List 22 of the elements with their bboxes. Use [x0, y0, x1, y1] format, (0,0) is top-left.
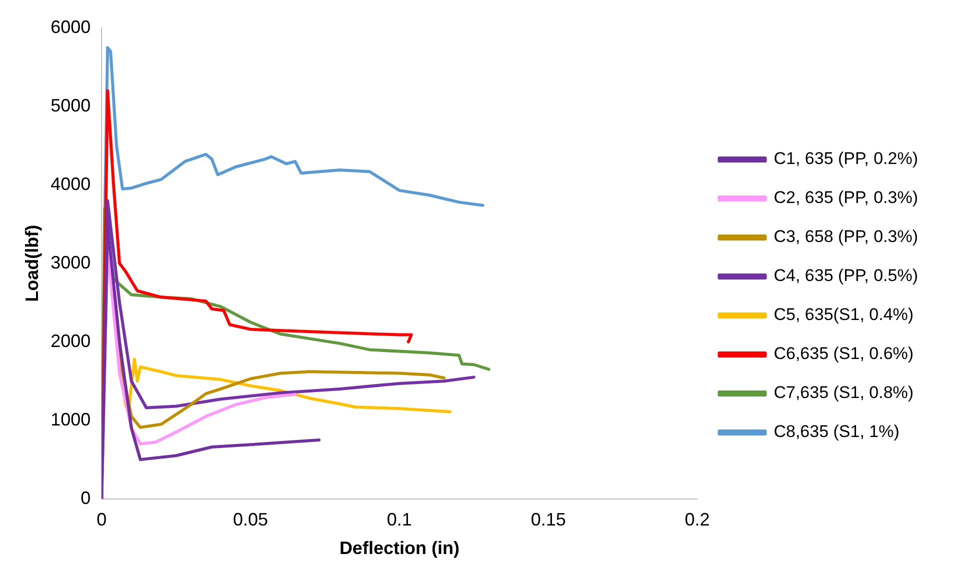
- legend-label: C5, 635(S1, 0.4%): [774, 305, 914, 324]
- x-tick-label: 0.15: [530, 510, 566, 530]
- y-tick-label: 1000: [50, 409, 91, 430]
- legend-label: C1, 635 (PP, 0.2%): [774, 149, 918, 168]
- legend-label: C4, 635 (PP, 0.5%): [774, 266, 918, 286]
- y-tick-label: 2000: [50, 330, 91, 351]
- y-tick-label: 4000: [50, 174, 91, 194]
- y-tick-label: 5000: [50, 95, 91, 116]
- legend-label: C2, 635 (PP, 0.3%): [774, 188, 918, 208]
- x-tick-label: 0: [96, 510, 107, 530]
- x-tick-label: 0.1: [386, 510, 412, 530]
- legend-label: C3, 658 (PP, 0.3%): [774, 227, 918, 246]
- y-tick-label: 6000: [50, 16, 91, 37]
- x-tick-label: 0.2: [684, 510, 710, 530]
- y-tick-label: 3000: [50, 252, 91, 272]
- x-axis-title: Deflection (in): [339, 538, 460, 558]
- legend-label: C8,635 (S1, 1%): [774, 422, 900, 442]
- legend-label: C6,635 (S1, 0.6%): [774, 344, 914, 364]
- y-tick-label: 0: [80, 488, 91, 508]
- legend-label: C7,635 (S1, 0.8%): [774, 383, 914, 402]
- x-tick-label: 0.05: [233, 510, 268, 530]
- y-axis-title: Load(lbf): [22, 224, 42, 302]
